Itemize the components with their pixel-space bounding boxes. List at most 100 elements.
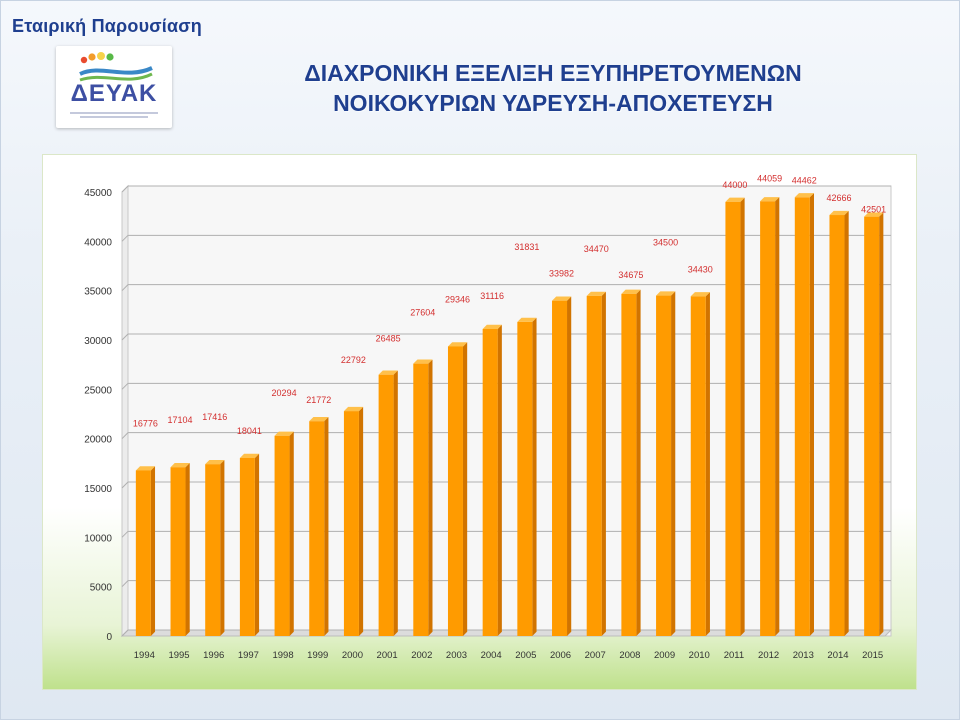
slide-label: Εταιρική Παρουσίαση [12, 16, 202, 36]
bar [170, 467, 186, 636]
logo-mark-icon [79, 52, 153, 82]
bar-top [864, 212, 884, 217]
y-tick-label: 20000 [84, 435, 112, 446]
bar [829, 215, 845, 636]
data-label: 34500 [653, 238, 678, 248]
bar-side [532, 317, 537, 636]
bar [378, 374, 394, 636]
data-label: 21772 [306, 395, 331, 405]
bar-top [378, 370, 398, 375]
slide-title-line-1: ΔΙΑΧΡΟΝΙΚΗ ΕΞΕΛΙΞΗ ΕΞΥΠΗΡΕΤΟΥΜΕΝΩΝ [304, 60, 802, 86]
bar-side [150, 466, 156, 636]
bar-top [309, 416, 329, 422]
y-tick-label: 5000 [90, 583, 113, 594]
bar-side [809, 193, 814, 636]
x-tick-label: 2003 [446, 650, 467, 661]
bar-side [705, 292, 710, 636]
data-label: 17416 [202, 412, 227, 422]
bar-side [601, 291, 606, 636]
bar-top [656, 291, 676, 296]
x-tick-label: 1997 [238, 650, 259, 661]
data-label: 31116 [480, 291, 504, 301]
data-label: 44462 [792, 175, 817, 185]
bar [656, 295, 672, 636]
gridline [121, 284, 891, 292]
bar [274, 435, 290, 636]
bar-side [497, 324, 502, 636]
bar-side [462, 342, 468, 636]
data-label: 42501 [861, 205, 886, 215]
gridline [121, 185, 891, 193]
x-tick-label: 2007 [585, 650, 606, 661]
y-tick-label: 15000 [84, 484, 112, 495]
data-label: 31831 [514, 242, 539, 252]
company-logo: ΔΕΥΑΚ [56, 46, 172, 128]
x-tick-label: 2002 [411, 650, 432, 661]
data-label: 18041 [237, 426, 262, 436]
bar-side [740, 197, 745, 636]
x-tick-label: 2011 [724, 650, 744, 661]
bar [482, 328, 498, 636]
data-label: 34470 [584, 244, 609, 254]
bar [552, 300, 568, 636]
bar-side [879, 212, 884, 637]
bar-chart: 0 5000 10000 15000 20000 25000 30000 35000 40000… [84, 173, 893, 661]
data-label: 26485 [376, 334, 401, 344]
data-label: 17104 [168, 415, 193, 425]
x-tick-label: 2005 [515, 650, 536, 661]
bar [725, 201, 741, 636]
x-tick-label: 2012 [758, 650, 779, 661]
x-tick-label: 2015 [862, 650, 883, 661]
bar [447, 346, 463, 636]
bar-side [220, 459, 225, 636]
x-tick-label: 1998 [272, 650, 293, 661]
x-tick-label: 2009 [654, 650, 675, 661]
bar-top [239, 453, 260, 458]
bar-top [274, 431, 294, 436]
bar [239, 457, 255, 636]
gridline [121, 234, 891, 242]
bar-side [567, 296, 572, 636]
bar-side [254, 453, 260, 636]
chart-panel: 0 5000 10000 15000 20000 25000 30000 35000 40000… [42, 154, 917, 690]
x-tick-label: 2006 [550, 650, 571, 661]
data-label: 44000 [722, 180, 747, 190]
x-tick-label: 1994 [134, 650, 155, 661]
y-tick-label: 0 [106, 632, 112, 643]
bar [794, 197, 810, 636]
x-tick-label: 2013 [793, 650, 814, 661]
bar-side [393, 370, 398, 636]
data-label: 29346 [445, 294, 470, 304]
bar [760, 201, 776, 636]
bar [309, 421, 325, 636]
bar-side [636, 289, 641, 636]
bar-top [482, 324, 502, 329]
bar-top [621, 289, 641, 294]
bar-top [517, 317, 537, 322]
x-tick-label: 2014 [827, 650, 848, 661]
bar-top [447, 342, 468, 347]
x-tick-label: 2000 [342, 650, 363, 661]
bar-side [671, 291, 676, 636]
data-label: 34675 [618, 270, 643, 280]
bar-side [844, 210, 849, 636]
data-label: 16776 [133, 418, 158, 428]
data-label: 27604 [410, 308, 435, 318]
x-tick-label: 2001 [377, 650, 398, 661]
bar [343, 411, 359, 636]
slide-title: ΔΙΑΧΡΟΝΙΚΗ ΕΞΕΛΙΞΗ ΕΞΥΠΗΡΕΤΟΥΜΕΝΩΝ ΝΟΙΚΟ… [238, 58, 868, 118]
bar-top [205, 459, 225, 465]
slide-title-line-2: ΝΟΙΚΟΚΥΡΙΩΝ ΥΔΡΕΥΣΗ-ΑΠΟΧΕΤΕΥΣΗ [333, 90, 773, 116]
logo-text: ΔΕΥΑΚ [70, 80, 158, 107]
bar-top [170, 463, 190, 468]
bar-top [794, 193, 814, 198]
data-label: 34430 [688, 264, 713, 274]
data-label: 44059 [757, 173, 782, 183]
x-tick-label: 2004 [481, 650, 502, 661]
bar-side [324, 416, 329, 636]
bar [205, 464, 221, 636]
y-tick-label: 40000 [84, 237, 112, 248]
bar-top [552, 296, 572, 301]
bar [135, 470, 151, 636]
y-tick-label: 45000 [84, 188, 112, 199]
